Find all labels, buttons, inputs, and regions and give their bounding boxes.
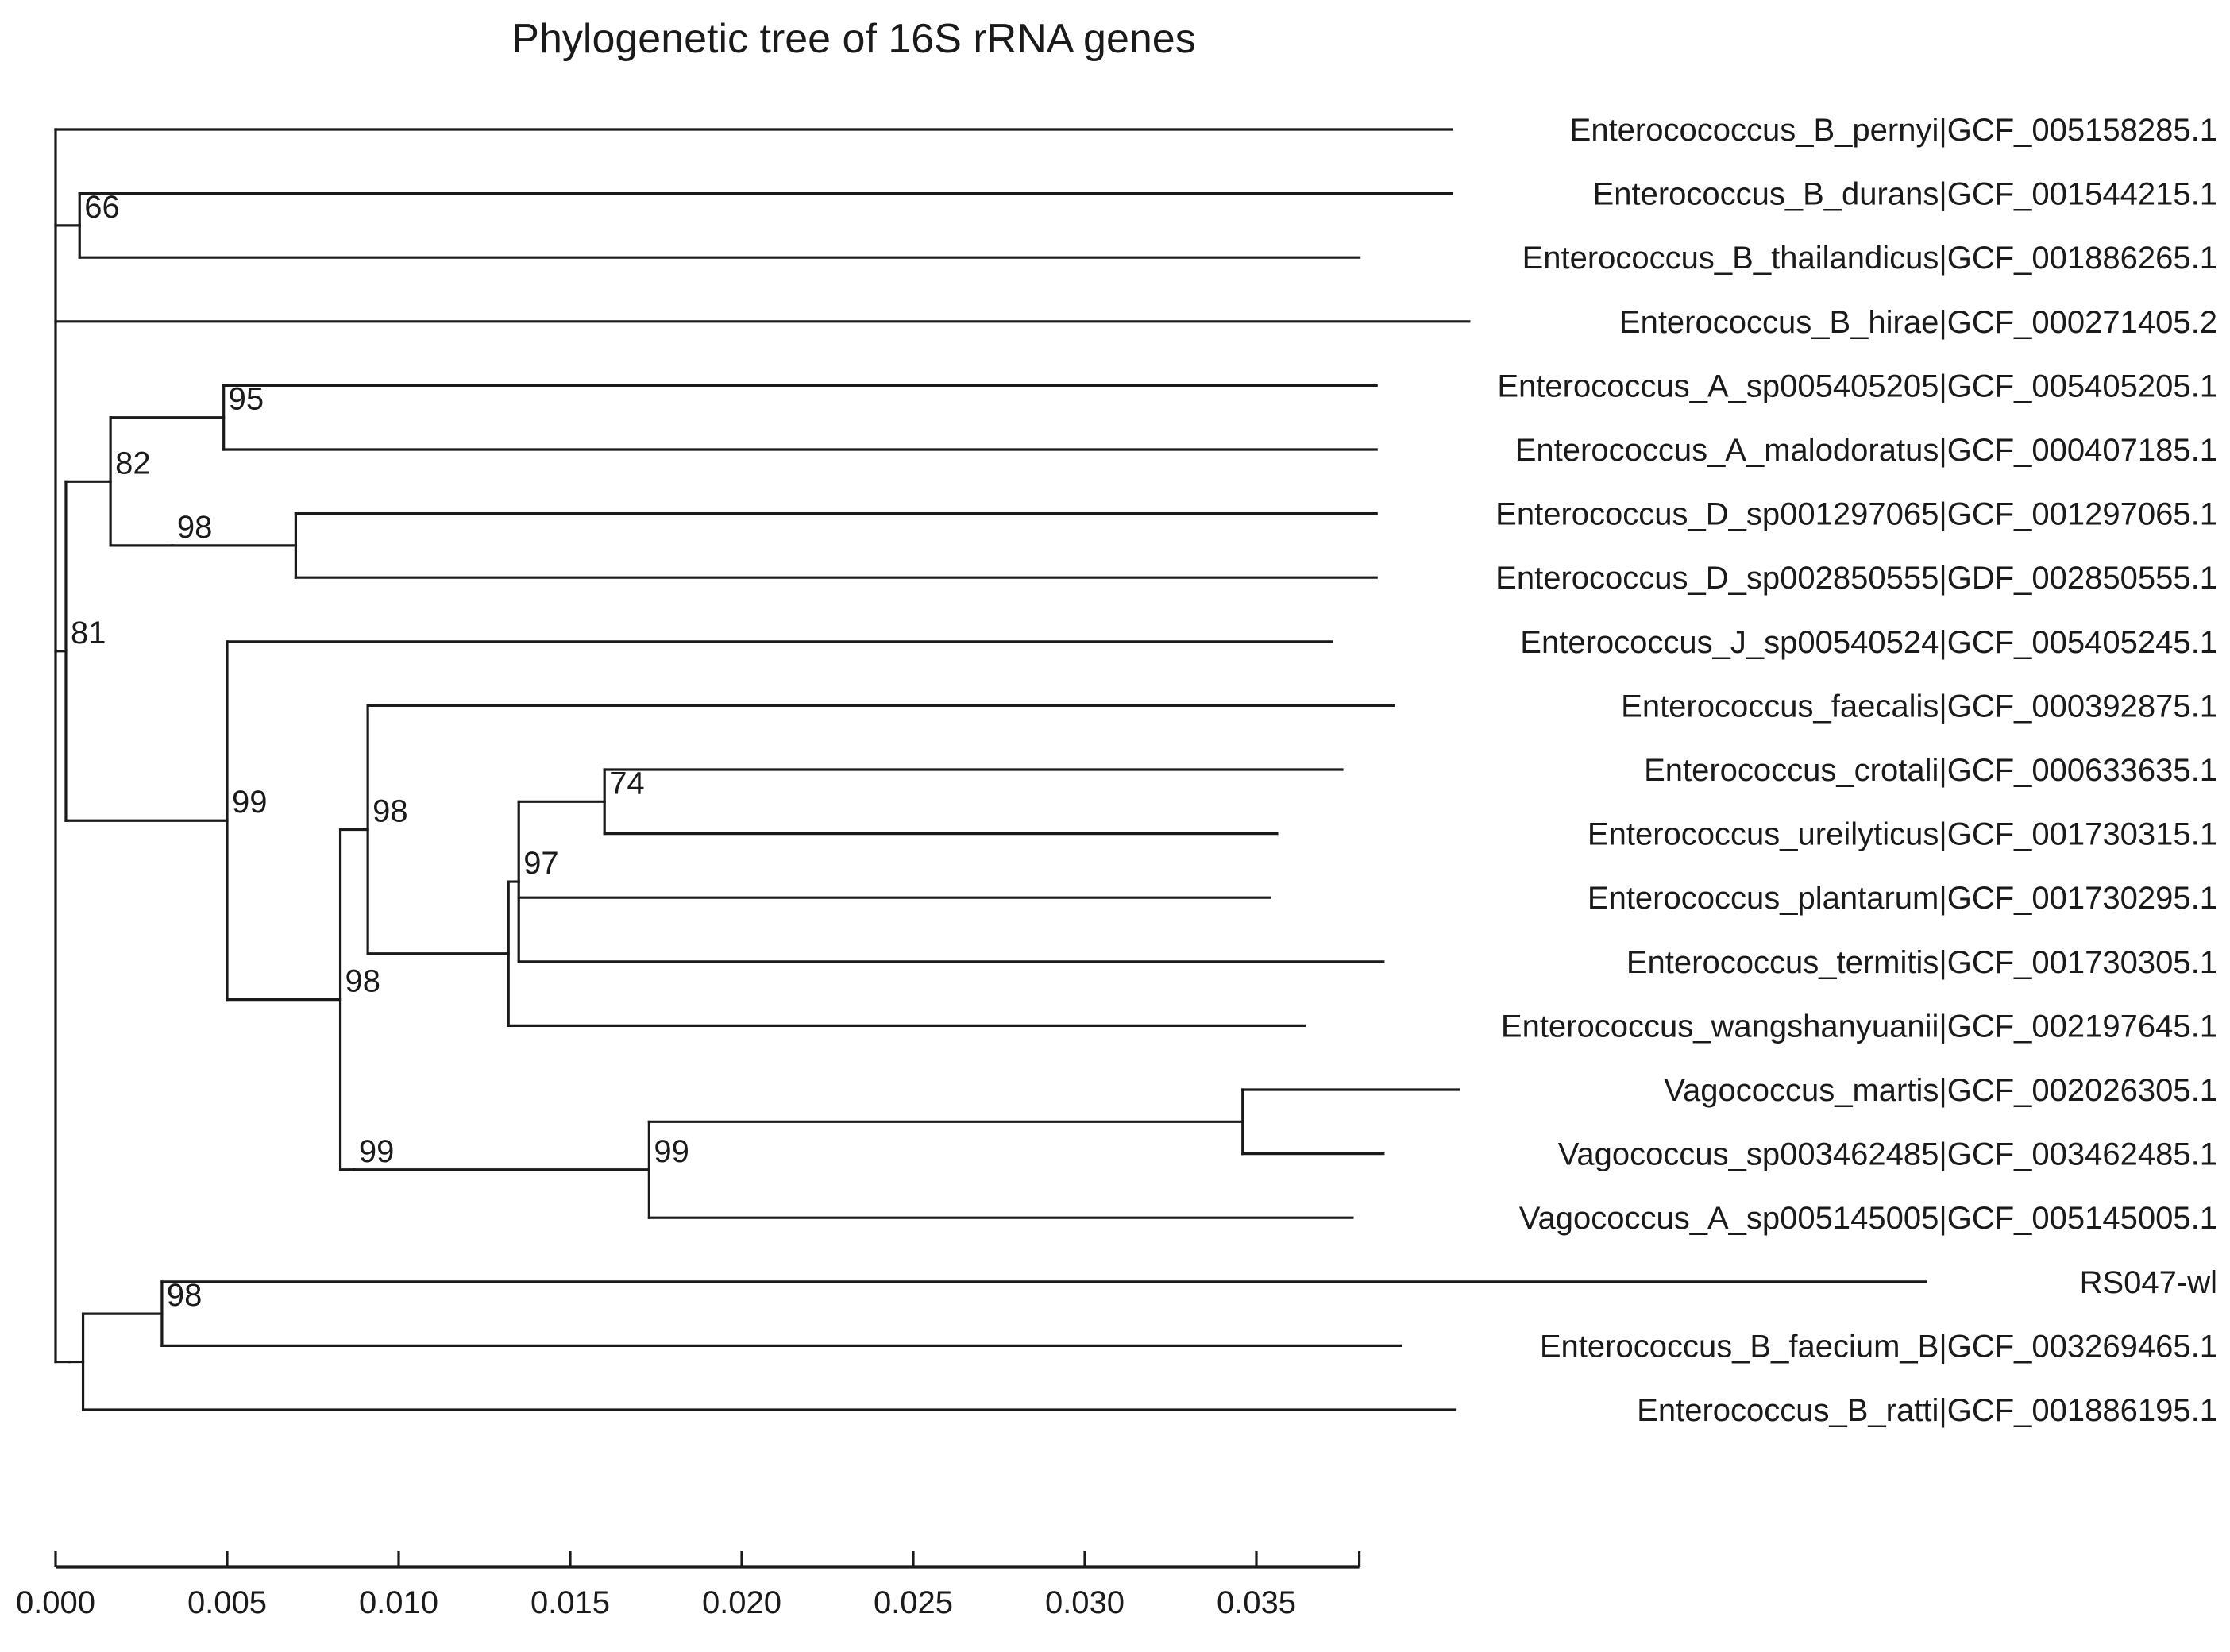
branches-group [54, 128, 1927, 1411]
support-value-n74: 74 [609, 766, 645, 801]
leaf-label-sp002850555: Enterococcus_D_sp002850555|GDF_002850555… [1495, 561, 2217, 596]
support-value-n99a: 99 [232, 785, 268, 820]
scale-axis: 0.000 0.005 0.010 0.015 0.020 0.025 0.030 0.035 [16, 1551, 1361, 1620]
support-value-n99b: 99 [359, 1134, 395, 1169]
support-value-n81: 81 [71, 616, 106, 650]
axis-tick-label: 0.010 [359, 1585, 438, 1620]
support-value-n98b: 98 [345, 964, 381, 999]
leaf-label-sp005405205: Enterococcus_A_sp005405205|GCF_005405205… [1497, 369, 2217, 403]
axis-tick-label: 0.030 [1045, 1585, 1125, 1620]
support-value-n95: 95 [229, 382, 264, 417]
support-value-n66: 66 [84, 190, 119, 225]
leaf-labels-group: Enterocococcus_B_pernyi|GCF_005158285.1 E… [1495, 113, 2217, 1428]
support-value-n98c: 98 [372, 794, 408, 829]
support-value-n99c: 99 [654, 1134, 689, 1169]
leaf-label-hirae: Enterococcus_B_hirae|GCF_000271405.2 [1619, 305, 2217, 340]
leaf-label-sp003462485: Vagococcus_sp003462485|GCF_003462485.1 [1558, 1137, 2217, 1172]
axis-tick-label: 0.015 [530, 1585, 610, 1620]
leaf-label-sp005145005: Vagococcus_A_sp005145005|GCF_005145005.1 [1519, 1201, 2217, 1236]
axis-tick-label: 0.035 [1217, 1585, 1296, 1620]
leaf-label-sp00540524: Enterococcus_J_sp00540524|GCF_005405245.… [1520, 625, 2217, 660]
axis-tick-label: 0.005 [187, 1585, 267, 1620]
leaf-label-ratti: Enterococcus_B_ratti|GCF_001886195.1 [1637, 1393, 2217, 1428]
support-value-n97: 97 [523, 846, 559, 881]
leaf-label-durans: Enterococcus_B_durans|GCF_001544215.1 [1593, 177, 2217, 212]
leaf-label-faecalis: Enterococcus_faecalis|GCF_000392875.1 [1621, 689, 2217, 724]
leaf-label-sp001297065: Enterococcus_D_sp001297065|GCF_001297065… [1495, 497, 2217, 532]
leaf-label-crotali: Enterococcus_crotali|GCF_000633635.1 [1644, 753, 2217, 788]
support-value-n82: 82 [115, 446, 151, 481]
axis-tick-label: 0.000 [16, 1585, 95, 1620]
leaf-label-faecium_b: Enterococcus_B_faecium_B|GCF_003269465.1 [1540, 1329, 2217, 1364]
chart-title: Phylogenetic tree of 16S rRNA genes [511, 16, 1195, 62]
leaf-label-wangshanyuanii: Enterococcus_wangshanyuanii|GCF_00219764… [1501, 1009, 2217, 1044]
leaf-label-rs047: RS047-wl [2080, 1265, 2217, 1300]
support-values-group: 66 81 82 95 98 99 98 98 97 74 99 99 98 [71, 190, 689, 1313]
leaf-label-pernyi: Enterocococcus_B_pernyi|GCF_005158285.1 [1570, 113, 2217, 148]
leaf-label-martis: Vagococcus_martis|GCF_002026305.1 [1664, 1073, 2217, 1108]
axis-tick-label: 0.020 [702, 1585, 781, 1620]
leaf-label-ureilyticus: Enterococcus_ureilyticus|GCF_001730315.1 [1588, 817, 2217, 852]
leaf-label-thailandicus: Enterococcus_B_thailandicus|GCF_00188626… [1522, 241, 2217, 276]
axis-tick-label: 0.025 [874, 1585, 953, 1620]
leaf-label-plantarum: Enterococcus_plantarum|GCF_001730295.1 [1588, 881, 2217, 916]
leaf-label-malodoratus: Enterococcus_A_malodoratus|GCF_000407185… [1515, 433, 2217, 468]
support-value-n98e: 98 [167, 1278, 203, 1313]
support-value-n98a: 98 [177, 510, 213, 545]
leaf-label-termitis: Enterococcus_termitis|GCF_001730305.1 [1626, 945, 2217, 980]
